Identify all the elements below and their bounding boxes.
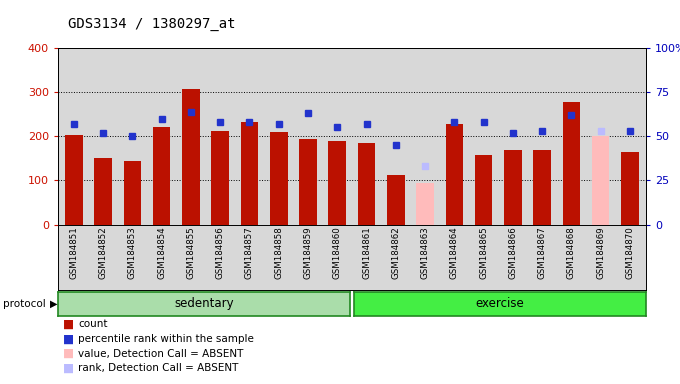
Text: ■: ■ xyxy=(63,333,74,346)
Bar xyxy=(621,152,639,225)
Text: GSM184864: GSM184864 xyxy=(450,227,459,279)
Text: exercise: exercise xyxy=(475,297,524,310)
Text: GDS3134 / 1380297_at: GDS3134 / 1380297_at xyxy=(68,17,235,31)
Text: GSM184855: GSM184855 xyxy=(186,227,195,279)
Text: ■: ■ xyxy=(63,362,74,375)
Text: GSM184852: GSM184852 xyxy=(99,227,107,279)
Bar xyxy=(475,155,492,225)
Bar xyxy=(328,141,346,225)
Text: GSM184859: GSM184859 xyxy=(303,227,313,279)
Text: GSM184861: GSM184861 xyxy=(362,227,371,279)
Text: GSM184851: GSM184851 xyxy=(69,227,78,279)
Text: GSM184860: GSM184860 xyxy=(333,227,342,279)
Text: count: count xyxy=(78,319,107,329)
Text: GSM184857: GSM184857 xyxy=(245,227,254,279)
Text: value, Detection Call = ABSENT: value, Detection Call = ABSENT xyxy=(78,349,243,359)
Text: sedentary: sedentary xyxy=(174,297,234,310)
Text: ▶: ▶ xyxy=(50,299,57,309)
Text: GSM184862: GSM184862 xyxy=(391,227,401,279)
Text: GSM184867: GSM184867 xyxy=(538,227,547,279)
Bar xyxy=(592,136,609,225)
Bar xyxy=(299,139,317,225)
Bar xyxy=(182,89,200,225)
Text: GSM184863: GSM184863 xyxy=(420,227,430,279)
Bar xyxy=(65,136,83,225)
Text: GSM184853: GSM184853 xyxy=(128,227,137,279)
Text: GSM184866: GSM184866 xyxy=(509,227,517,279)
Bar xyxy=(241,122,258,225)
Text: ■: ■ xyxy=(63,347,74,360)
Bar xyxy=(270,132,288,225)
Text: GSM184869: GSM184869 xyxy=(596,227,605,279)
Text: percentile rank within the sample: percentile rank within the sample xyxy=(78,334,254,344)
Text: ■: ■ xyxy=(63,318,74,331)
Text: rank, Detection Call = ABSENT: rank, Detection Call = ABSENT xyxy=(78,363,239,373)
Bar xyxy=(124,161,141,225)
Bar xyxy=(358,143,375,225)
Text: GSM184854: GSM184854 xyxy=(157,227,166,279)
Bar xyxy=(387,175,405,225)
Bar xyxy=(95,159,112,225)
Text: GSM184858: GSM184858 xyxy=(274,227,284,279)
Bar xyxy=(445,124,463,225)
Text: GSM184868: GSM184868 xyxy=(567,227,576,279)
Bar xyxy=(153,127,171,225)
Bar xyxy=(504,150,522,225)
Bar xyxy=(211,131,229,225)
Bar xyxy=(533,151,551,225)
Text: GSM184865: GSM184865 xyxy=(479,227,488,279)
Bar xyxy=(562,102,580,225)
Text: GSM184870: GSM184870 xyxy=(626,227,634,279)
Bar xyxy=(416,183,434,225)
Text: protocol: protocol xyxy=(3,299,46,309)
Text: GSM184856: GSM184856 xyxy=(216,227,224,279)
